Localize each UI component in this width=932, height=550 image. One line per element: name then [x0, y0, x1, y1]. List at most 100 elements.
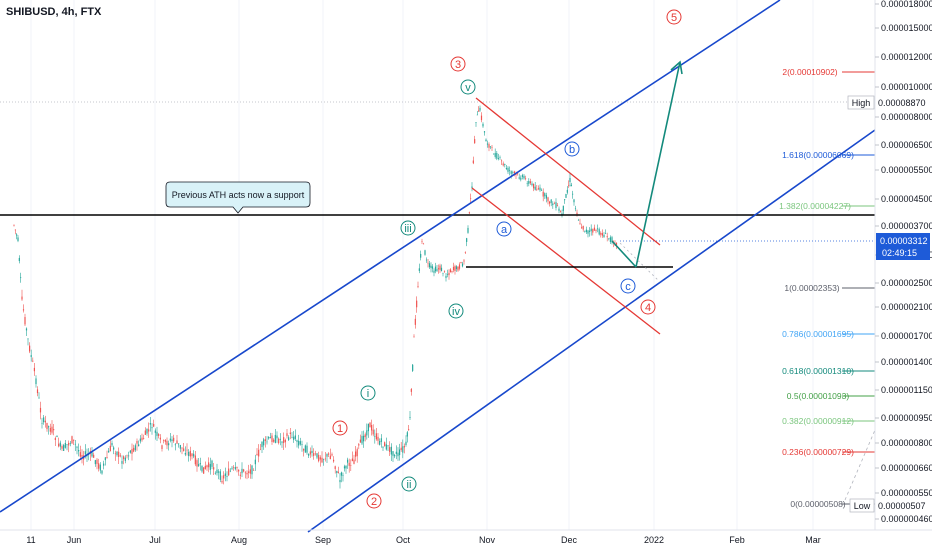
- low-badge-label: Low: [854, 501, 871, 511]
- candle-body: [274, 434, 276, 443]
- candle-body: [299, 441, 301, 445]
- candle-body: [119, 455, 121, 457]
- wave-label-circle: [401, 476, 417, 492]
- candle-body: [582, 225, 584, 230]
- candle-body: [188, 451, 190, 456]
- candle-body: [193, 453, 195, 457]
- price-tick-label: 0.000000660: [881, 463, 932, 473]
- wedge-upper-line[interactable]: [475, 97, 661, 246]
- wave-label-circle: [496, 221, 512, 237]
- candle-body: [156, 431, 158, 436]
- candle-body: [133, 447, 135, 452]
- wave-label-circle: [640, 299, 656, 315]
- candle-body: [74, 443, 76, 445]
- time-tick-label: Feb: [729, 535, 745, 545]
- candle-body: [206, 465, 208, 468]
- candle-body: [440, 267, 443, 272]
- wave-label-c[interactable]: c: [620, 278, 636, 294]
- candle-body: [409, 417, 411, 418]
- candle-body: [41, 423, 43, 424]
- candle-body: [184, 453, 186, 455]
- fib-level-label: 0(0.00000508): [790, 499, 845, 509]
- candle-body: [93, 454, 95, 458]
- wave-label-2[interactable]: 2: [366, 493, 382, 509]
- candle-body: [293, 436, 295, 440]
- price-axis[interactable]: 0.000018000 0.000015000 0.000012000 0.00001…: [874, 0, 932, 530]
- candle-body: [308, 453, 310, 456]
- fib-trend-line: [844, 429, 876, 501]
- candle-body: [350, 465, 352, 466]
- candle-body: [579, 222, 581, 224]
- candle-body: [24, 317, 26, 325]
- candle-body: [178, 443, 180, 445]
- candle-body: [496, 153, 498, 159]
- fib-extension[interactable]: 2(0.00010902) 1.618(0.00006069) 1.382(0.00…: [779, 67, 875, 509]
- wedge-lower-line[interactable]: [471, 187, 661, 335]
- candle-body: [171, 439, 173, 442]
- price-tick-label: 0.000001150: [881, 385, 932, 395]
- wave-label-circle: [400, 220, 416, 236]
- candle-body: [238, 469, 240, 472]
- wave-label-circle: [666, 9, 682, 25]
- candle-body: [475, 122, 477, 123]
- candle-body: [294, 435, 296, 439]
- price-tick-label: 0.000015000: [881, 23, 932, 33]
- wave-label-3[interactable]: 3: [450, 56, 466, 72]
- candle-body: [515, 174, 517, 176]
- support-callout[interactable]: Previous ATH acts now a support: [165, 181, 311, 214]
- high-badge-value: 0.00008870: [878, 98, 926, 108]
- candle-body: [521, 175, 523, 177]
- candle-body: [199, 463, 201, 465]
- time-tick-label: 11: [26, 535, 35, 545]
- candle-body: [211, 460, 213, 467]
- candle-body: [20, 277, 22, 279]
- fib-level-label: 1.618(0.00006069): [782, 150, 854, 160]
- channel-upper-line[interactable]: [0, 0, 781, 513]
- candle-body: [358, 444, 360, 446]
- wave-label-a[interactable]: a: [496, 221, 512, 237]
- wave-label-5[interactable]: 5: [666, 9, 682, 25]
- wave-label-1[interactable]: 1: [332, 420, 348, 436]
- candle-body: [191, 453, 193, 457]
- candle-body: [399, 449, 401, 456]
- wave-label-ii[interactable]: ii: [401, 476, 417, 492]
- candle-body: [457, 266, 459, 271]
- candle-body: [35, 378, 37, 385]
- candle-body: [319, 457, 321, 460]
- projected-path-arrow[interactable]: [635, 61, 681, 268]
- candle-body: [146, 428, 148, 434]
- wave-label-4[interactable]: 4: [640, 299, 656, 315]
- candle-body: [271, 435, 273, 443]
- candle-body: [43, 417, 45, 423]
- channel-lower-line[interactable]: [307, 129, 876, 533]
- wave-label-circle: [460, 79, 476, 95]
- wave-label-b[interactable]: b: [564, 141, 580, 157]
- candle-body: [168, 443, 170, 446]
- wave-label-v[interactable]: v: [460, 79, 476, 95]
- candle-body: [379, 441, 381, 445]
- callout-text: Previous ATH acts now a support: [172, 190, 305, 200]
- time-axis[interactable]: 11 Jun Jul Aug Sep Oct Nov Dec 2022 Feb Mar: [0, 529, 932, 545]
- candle-body: [558, 208, 560, 211]
- candle-body: [233, 467, 235, 468]
- wave-label-iii[interactable]: iii: [400, 220, 416, 236]
- candle-body: [392, 451, 394, 456]
- wave-label-i[interactable]: i: [360, 385, 376, 401]
- candle-body: [355, 451, 357, 457]
- current-price-value: 0.00003312: [880, 236, 928, 246]
- candle-body: [403, 446, 405, 448]
- wave-label-iv[interactable]: iv: [448, 303, 464, 319]
- candle-body: [269, 437, 271, 439]
- candle-body: [491, 147, 493, 148]
- candle-body: [258, 449, 260, 457]
- candle-body: [486, 143, 489, 145]
- wave-label-circle: [332, 420, 348, 436]
- candle-body: [101, 470, 103, 474]
- candle-body: [39, 407, 42, 413]
- price-tick-label: 0.000012000: [881, 52, 932, 62]
- drawing-tools[interactable]: [0, 0, 876, 533]
- projected-path-c[interactable]: [611, 240, 637, 268]
- candle-body: [374, 436, 376, 437]
